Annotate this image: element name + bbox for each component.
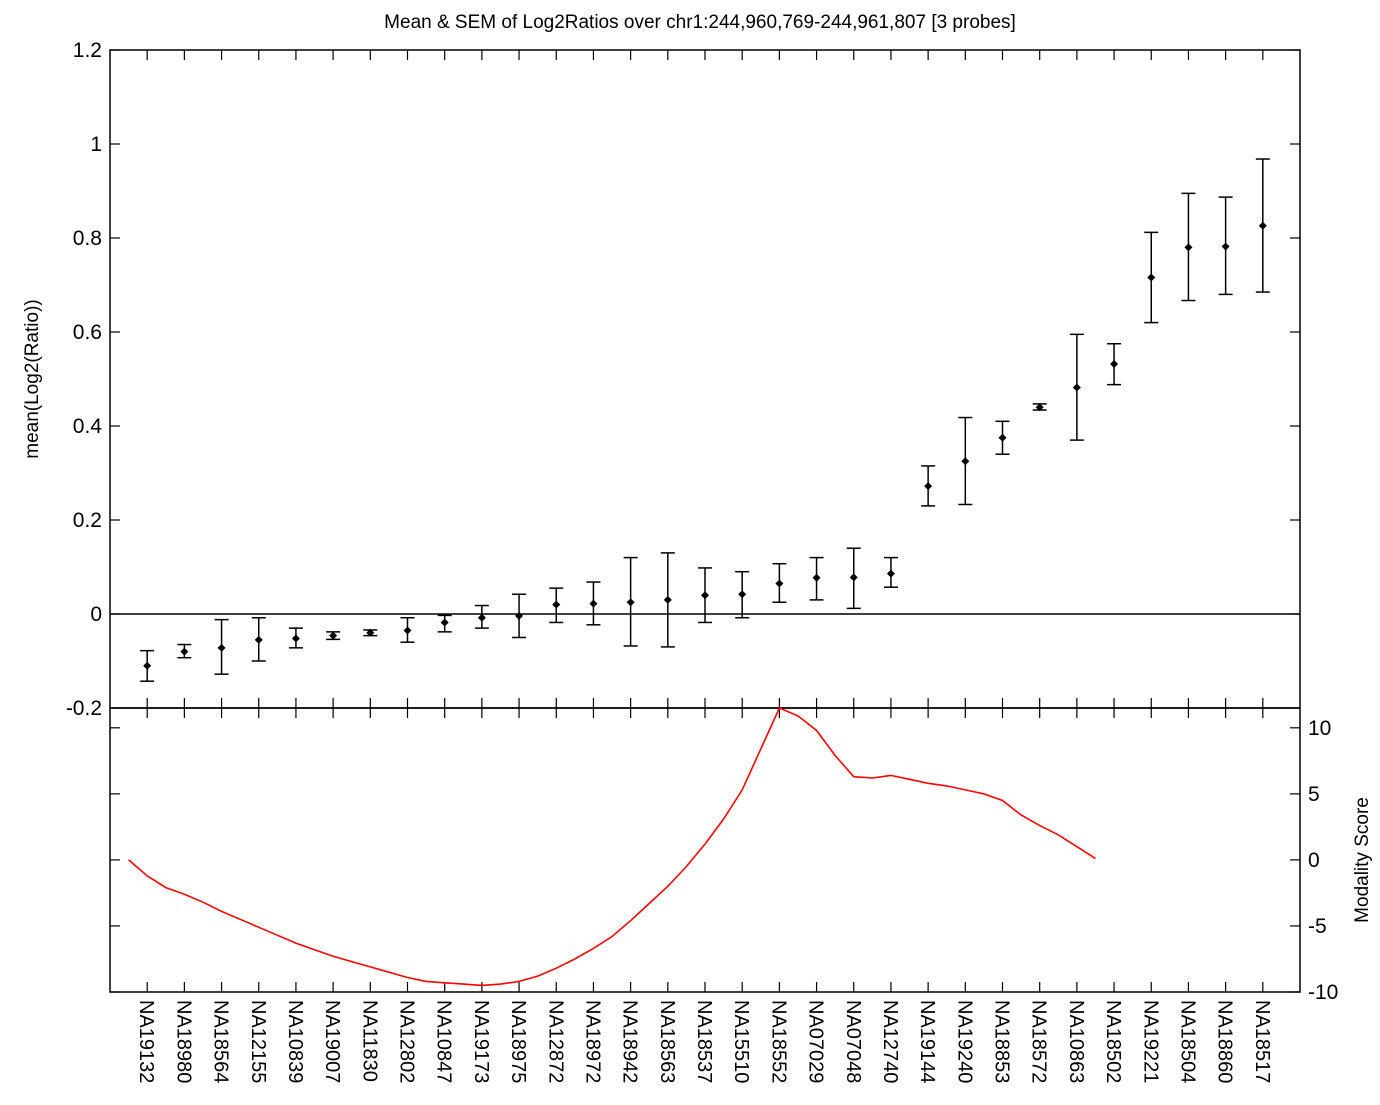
mean-point: [254, 635, 263, 644]
mean-point: [1035, 403, 1044, 412]
mean-point: [626, 598, 635, 607]
mean-point: [738, 590, 747, 599]
mean-point: [589, 599, 598, 608]
category-label: NA12740: [879, 1000, 901, 1083]
mean-point: [886, 569, 895, 578]
category-label: NA19173: [470, 1000, 492, 1083]
category-label: NA18504: [1176, 1000, 1198, 1083]
mean-point: [812, 573, 821, 582]
mean-point: [515, 611, 524, 620]
category-label: NA18975: [507, 1000, 529, 1083]
category-label: NA18980: [172, 1000, 194, 1083]
category-label: NA12802: [396, 1000, 418, 1083]
mean-point: [440, 618, 449, 627]
y-tick-label: 0.2: [73, 509, 102, 532]
category-label: NA12872: [544, 1000, 566, 1083]
modality-axis-label: Modality Score: [1352, 797, 1373, 923]
y-tick-label: 0: [90, 603, 102, 626]
mean-point: [849, 573, 858, 582]
category-label: NA12155: [247, 1000, 269, 1083]
category-label: NA18564: [210, 1000, 232, 1083]
y-tick-label: -0.2: [66, 697, 102, 720]
category-label: NA10863: [1065, 1000, 1087, 1083]
category-label: NA19007: [321, 1000, 343, 1083]
modality-tick-label: -5: [1308, 915, 1327, 938]
mean-point: [217, 643, 226, 652]
y-tick-label: 1.2: [73, 39, 102, 62]
mean-point: [961, 457, 970, 466]
mean-point: [663, 595, 672, 604]
mean-point: [366, 628, 375, 637]
modality-tick-label: -10: [1308, 981, 1338, 1004]
category-label: NA18942: [619, 1000, 641, 1083]
category-label: NA18972: [581, 1000, 603, 1083]
category-label: NA19144: [916, 1000, 938, 1083]
y-tick-label: 0.6: [73, 321, 102, 344]
category-label: NA19221: [1139, 1000, 1161, 1083]
mean-point: [924, 482, 933, 491]
mean-point: [1072, 383, 1081, 392]
mean-point: [1258, 221, 1267, 230]
mean-point: [403, 626, 412, 635]
mean-point: [143, 661, 152, 670]
category-label: NA18860: [1214, 1000, 1236, 1083]
modality-tick-label: 10: [1308, 717, 1331, 740]
mean-point: [1110, 359, 1119, 368]
category-label: NA18502: [1102, 1000, 1124, 1083]
category-label: NA07048: [842, 1000, 864, 1083]
modality-score-line: [128, 706, 1096, 987]
category-label: NA19240: [953, 1000, 975, 1083]
modality-tick-label: 5: [1308, 783, 1320, 806]
category-label: NA18517: [1251, 1000, 1273, 1083]
category-label: NA07029: [805, 1000, 827, 1083]
category-label: NA19132: [135, 1000, 157, 1083]
category-label: NA18537: [693, 1000, 715, 1083]
category-label: NA11830: [358, 1000, 380, 1082]
bottom-plot-frame: [109, 707, 1301, 993]
y-tick-label: 0.8: [73, 227, 102, 250]
y-tick-label: 0.4: [73, 415, 103, 438]
category-label: NA15510: [730, 1000, 752, 1083]
mean-point: [291, 634, 300, 643]
bottom-plot: NA19132 NA18980 NA18564 NA12155 NA10839 NA190…: [109, 706, 1338, 1083]
chart-title: Mean & SEM of Log2Ratios over chr1:244,9…: [384, 12, 1016, 33]
mean-point: [329, 631, 338, 640]
top-plot: -0.2 0 0.2 0.4 0.6 0.8 1 1.2: [66, 39, 1301, 720]
mean-point: [180, 647, 189, 656]
mean-point: [477, 613, 486, 622]
mean-point: [1147, 273, 1156, 282]
y-axis-label: mean(Log2(Ratio)): [22, 299, 43, 458]
mean-point: [998, 433, 1007, 442]
mean-point: [1221, 242, 1230, 251]
mean-point: [552, 600, 561, 609]
mean-point: [701, 591, 709, 600]
mean-point: [1184, 243, 1193, 252]
y-tick-label: 1: [90, 133, 102, 156]
category-label: NA10839: [284, 1000, 306, 1083]
modality-tick-label: 0: [1308, 849, 1320, 872]
category-label: NA10847: [433, 1000, 455, 1083]
mean-point: [775, 579, 784, 588]
category-label: NA18853: [991, 1000, 1013, 1083]
category-label: NA18572: [1028, 1000, 1050, 1083]
category-label: NA18563: [656, 1000, 678, 1083]
category-label: NA18552: [767, 1000, 789, 1083]
